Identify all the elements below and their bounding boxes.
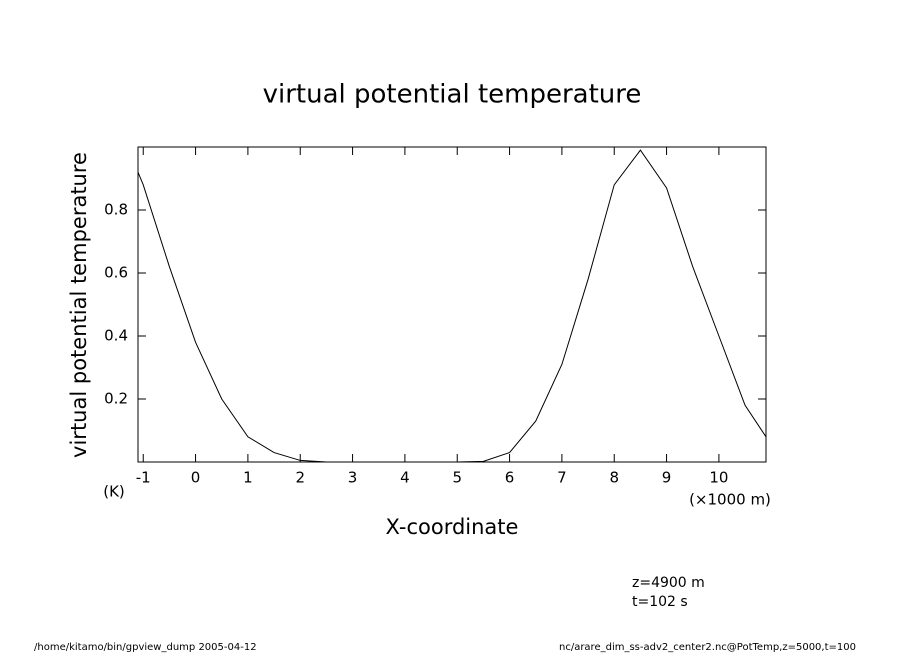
annotation: t=102 s bbox=[632, 594, 688, 610]
y-tick-label: 0.2 bbox=[104, 390, 128, 408]
x-tick-label: 8 bbox=[609, 469, 619, 487]
chart-title: virtual potential temperature bbox=[263, 80, 642, 110]
x-tick-label: 7 bbox=[557, 469, 567, 487]
y-tick-label: 0.4 bbox=[104, 327, 128, 345]
x-tick-label: 1 bbox=[243, 469, 253, 487]
x-unit: (×1000 m) bbox=[689, 491, 771, 509]
x-tick-label: 0 bbox=[191, 469, 201, 487]
annotation: z=4900 m bbox=[632, 575, 705, 591]
footer-right: nc/arare_dim_ss-adv2_center2.nc@PotTemp,… bbox=[559, 642, 856, 653]
y-tick-label: 0.8 bbox=[104, 201, 128, 219]
y-unit: (K) bbox=[103, 483, 125, 501]
y-tick-label: 0.6 bbox=[104, 264, 128, 282]
x-tick-label: 9 bbox=[662, 469, 672, 487]
x-axis-label: X-coordinate bbox=[386, 515, 519, 539]
x-tick-label: 6 bbox=[505, 469, 515, 487]
y-axis-label: virtual potential temperature bbox=[67, 152, 91, 458]
x-tick-label: 5 bbox=[452, 469, 462, 487]
x-tick-label: 3 bbox=[348, 469, 358, 487]
x-tick-label: 4 bbox=[400, 469, 410, 487]
x-tick-label: -1 bbox=[136, 469, 151, 487]
x-tick-label: 2 bbox=[295, 469, 305, 487]
x-tick-label: 10 bbox=[709, 469, 728, 487]
data-line bbox=[137, 149, 767, 463]
footer-left: /home/kitamo/bin/gpview_dump 2005-04-12 bbox=[34, 642, 257, 653]
